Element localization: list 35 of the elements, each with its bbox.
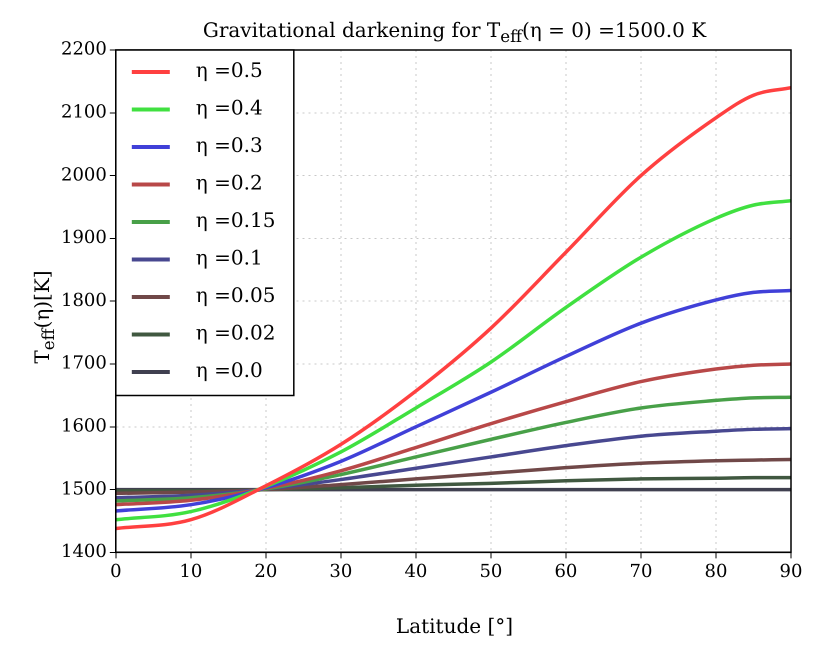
x-tick-label: 60	[554, 560, 578, 582]
legend-label: η =0.2	[196, 170, 263, 195]
line-series	[116, 362, 791, 506]
y-tick-label: 1600	[60, 415, 107, 436]
chart-title: Gravitational darkening for T$_{eff}$(η = 0) =1500.0 K	[202, 18, 708, 46]
legend-label: η =0.4	[196, 96, 263, 120]
y-tick-label: 1800	[60, 290, 107, 311]
x-tick-label: 20	[254, 560, 278, 582]
legend-label: η =0.3	[196, 133, 263, 158]
x-tick-label: 40	[404, 560, 428, 582]
x-tick-label: 90	[780, 560, 802, 582]
y-tick-label: 1400	[60, 541, 107, 562]
x-tick-label: 80	[704, 560, 728, 582]
legend-label: η =0.05	[196, 283, 276, 308]
y-tick-label: 2100	[60, 101, 107, 122]
y-tick-label: 1900	[60, 227, 107, 248]
line-series	[116, 288, 791, 513]
legend-label: η =0.15	[196, 208, 276, 232]
line-series	[116, 86, 791, 530]
line-series	[116, 458, 791, 496]
x-tick-label: 50	[479, 560, 502, 582]
y-tick-label: 1700	[60, 352, 107, 374]
y-tick-label: 2200	[60, 38, 107, 60]
x-axis-title: Latitude [°]	[394, 614, 514, 638]
line-series	[116, 198, 791, 522]
y-tick-label: 2000	[60, 164, 107, 186]
x-tick-label: 10	[179, 560, 202, 582]
x-tick-label: 30	[329, 560, 352, 582]
legend-label: η =0.0	[196, 358, 263, 382]
x-tick-label: 0	[110, 560, 122, 582]
legend-label: η =0.5	[196, 58, 263, 82]
x-tick-label: 70	[630, 560, 652, 582]
legend-label: η =0.1	[196, 246, 263, 270]
y-tick-label: 1500	[60, 478, 107, 500]
legend-label: η =0.02	[196, 320, 276, 345]
